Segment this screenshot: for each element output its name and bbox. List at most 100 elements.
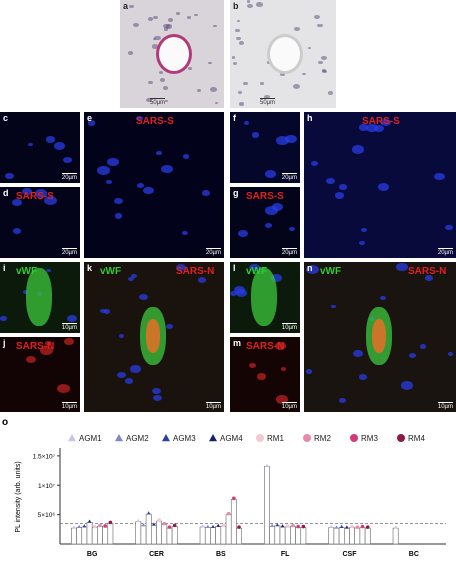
nucleus <box>239 102 244 106</box>
nucleus <box>27 142 33 147</box>
legend-marker <box>209 434 217 442</box>
panel-label: b <box>233 1 239 11</box>
virus-stain <box>372 319 386 353</box>
nucleus <box>249 363 256 369</box>
bar-point <box>360 524 365 529</box>
bar-point <box>92 524 97 529</box>
nucleus <box>114 213 123 219</box>
nucleus <box>66 315 78 323</box>
nucleus <box>378 183 390 191</box>
panel-label: f <box>233 113 236 123</box>
nucleus <box>360 227 367 232</box>
panel-label: k <box>87 263 93 273</box>
nucleus <box>151 387 161 394</box>
micrograph: e SARS-S 20µm <box>84 112 224 258</box>
nucleus <box>187 66 193 71</box>
chart: o AGM1 AGM2 AGM3 AGM4 RM1 RM2 RM3 RM4 5×10⁶ 1×10⁷ 1… <box>2 417 446 558</box>
panel-label: o <box>2 417 8 428</box>
nucleus <box>270 274 282 282</box>
nucleus <box>182 154 190 160</box>
x-tick-label: BG <box>87 551 98 558</box>
bar <box>81 526 88 545</box>
legend-marker <box>68 434 76 442</box>
nucleus <box>334 192 345 199</box>
bar-point <box>232 496 236 501</box>
nucleus <box>365 123 378 132</box>
nucleus <box>138 293 148 300</box>
legend-label: AGM2 <box>126 434 149 443</box>
nucleus <box>163 86 169 90</box>
bar-point <box>103 524 107 528</box>
micrograph: g SARS-S 20µm <box>230 187 300 258</box>
bar-point <box>365 525 370 529</box>
nucleus <box>147 17 154 22</box>
nucleus <box>87 120 96 126</box>
legend-marker <box>350 434 358 442</box>
bar-point <box>211 524 215 528</box>
nucleus <box>56 383 70 393</box>
nucleus <box>326 178 336 185</box>
bar <box>107 523 114 545</box>
nucleus <box>116 372 126 379</box>
scale-bar: 10µm <box>61 402 77 410</box>
nucleus <box>373 124 384 132</box>
bar-point <box>329 524 334 528</box>
nucleus <box>159 71 164 75</box>
nucleus <box>317 23 323 28</box>
nucleus <box>164 99 169 103</box>
scale-bar: 50µm <box>260 98 276 106</box>
scale-bar: 10µm <box>281 323 297 331</box>
bar-point <box>296 524 300 529</box>
nucleus <box>233 285 245 294</box>
nucleus <box>246 0 251 3</box>
scale-bar: 20µm <box>61 173 77 181</box>
bar-point <box>291 523 295 528</box>
nucleus <box>280 72 286 76</box>
nucleus <box>64 338 74 345</box>
vessel-stain <box>251 267 277 326</box>
nucleus <box>311 160 319 166</box>
bar <box>161 524 168 545</box>
legend-marker <box>162 434 170 442</box>
nucleus <box>264 206 278 216</box>
nucleus <box>359 374 368 380</box>
x-tick-label: CER <box>149 551 164 558</box>
bar <box>295 527 302 545</box>
nucleus <box>135 116 143 122</box>
legend-label: RM1 <box>267 434 284 443</box>
stain-label: SARS-S <box>16 191 54 202</box>
nucleus <box>0 316 7 321</box>
bar <box>274 525 281 545</box>
nucleus <box>419 344 427 349</box>
nucleus <box>288 227 295 232</box>
panel-label: d <box>3 188 9 198</box>
nucleus <box>444 224 453 231</box>
nucleus <box>238 41 245 46</box>
stain-label: vWF <box>100 266 122 277</box>
scale-bar: 10µm <box>281 402 297 410</box>
nucleus <box>353 350 363 358</box>
stain-label: vWF <box>320 266 342 277</box>
nucleus <box>46 136 56 143</box>
bar <box>166 527 173 545</box>
nucleus <box>321 69 327 74</box>
virus-stain <box>146 319 160 353</box>
nucleus <box>187 16 192 20</box>
bar-point <box>206 524 210 528</box>
scale-bar: 50µm <box>150 98 166 106</box>
nucleus <box>114 198 124 205</box>
nucleus <box>256 2 263 8</box>
nucleus <box>165 23 173 29</box>
nucleus <box>40 345 53 355</box>
micrograph: i vWF 10µm <box>0 262 80 333</box>
nucleus <box>148 80 153 84</box>
bar <box>349 527 355 545</box>
bar <box>230 499 237 545</box>
bar <box>210 527 216 545</box>
bar <box>145 513 152 545</box>
bar <box>156 520 162 545</box>
nucleus <box>294 27 300 32</box>
legend-label: AGM1 <box>79 434 102 443</box>
bar <box>140 525 147 545</box>
nucleus <box>395 263 408 272</box>
